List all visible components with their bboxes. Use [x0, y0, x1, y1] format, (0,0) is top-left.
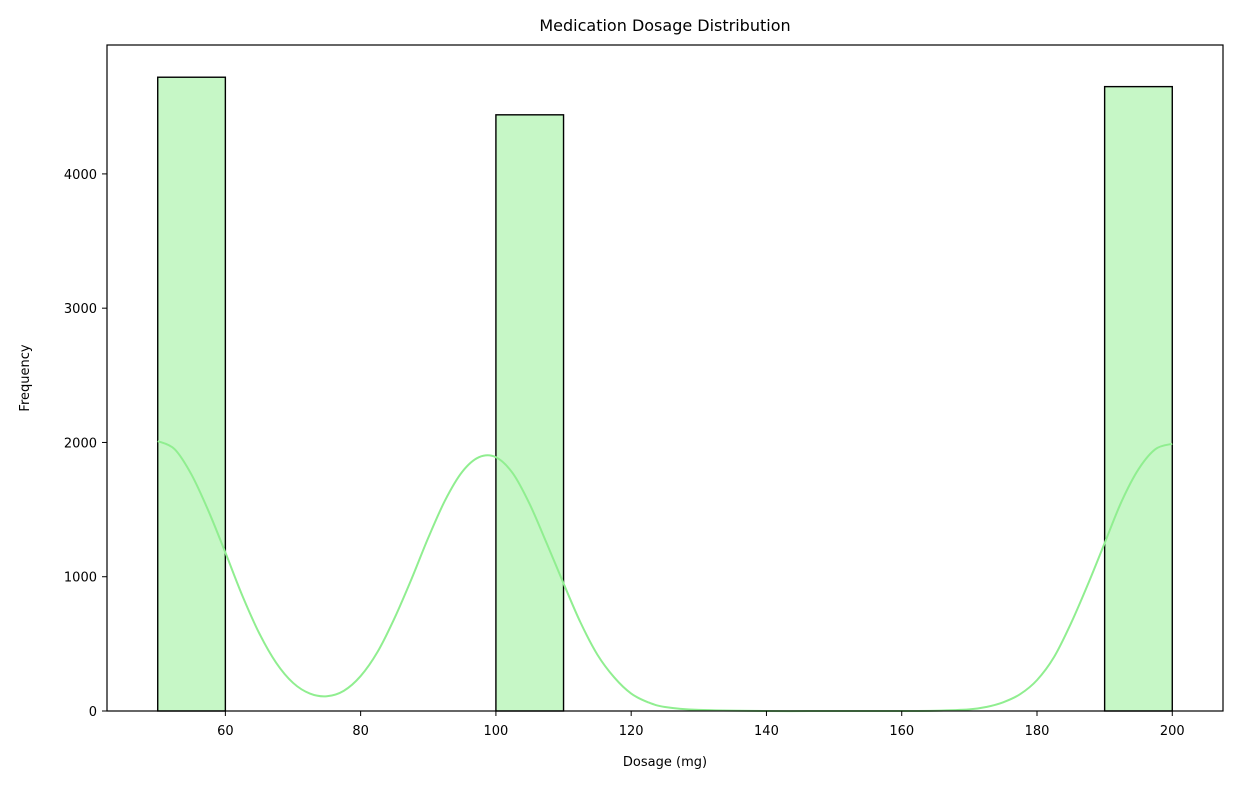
x-tick-label: 60: [217, 724, 234, 739]
x-axis: 60 80 100 120 140 160 180 200: [217, 711, 1185, 739]
x-axis-title: Dosage (mg): [623, 755, 707, 770]
histogram-bar-2: [495, 114, 565, 712]
x-tick-label: 100: [483, 724, 508, 739]
x-tick-label: 120: [619, 724, 644, 739]
y-axis-title: Frequency: [18, 344, 33, 411]
y-tick-label: 0: [89, 705, 97, 720]
histogram-bar-3: [1103, 85, 1173, 712]
plot-frame: [106, 44, 1224, 712]
y-tick-label: 1000: [64, 571, 97, 586]
y-tick-label: 4000: [64, 168, 97, 183]
y-axis: 0 1000 2000 3000 4000: [64, 168, 107, 720]
chart-title: Medication Dosage Distribution: [539, 16, 790, 35]
histogram-bar-1: [157, 76, 227, 712]
x-tick-label: 160: [889, 724, 914, 739]
y-tick-label: 3000: [64, 302, 97, 317]
y-tick-label: 2000: [64, 436, 97, 451]
bars-layer: [157, 76, 1173, 712]
x-tick-label: 140: [754, 724, 779, 739]
kde-curve: [157, 440, 1173, 713]
x-tick-label: 80: [352, 724, 369, 739]
x-tick-label: 180: [1025, 724, 1050, 739]
x-tick-label: 200: [1160, 724, 1185, 739]
